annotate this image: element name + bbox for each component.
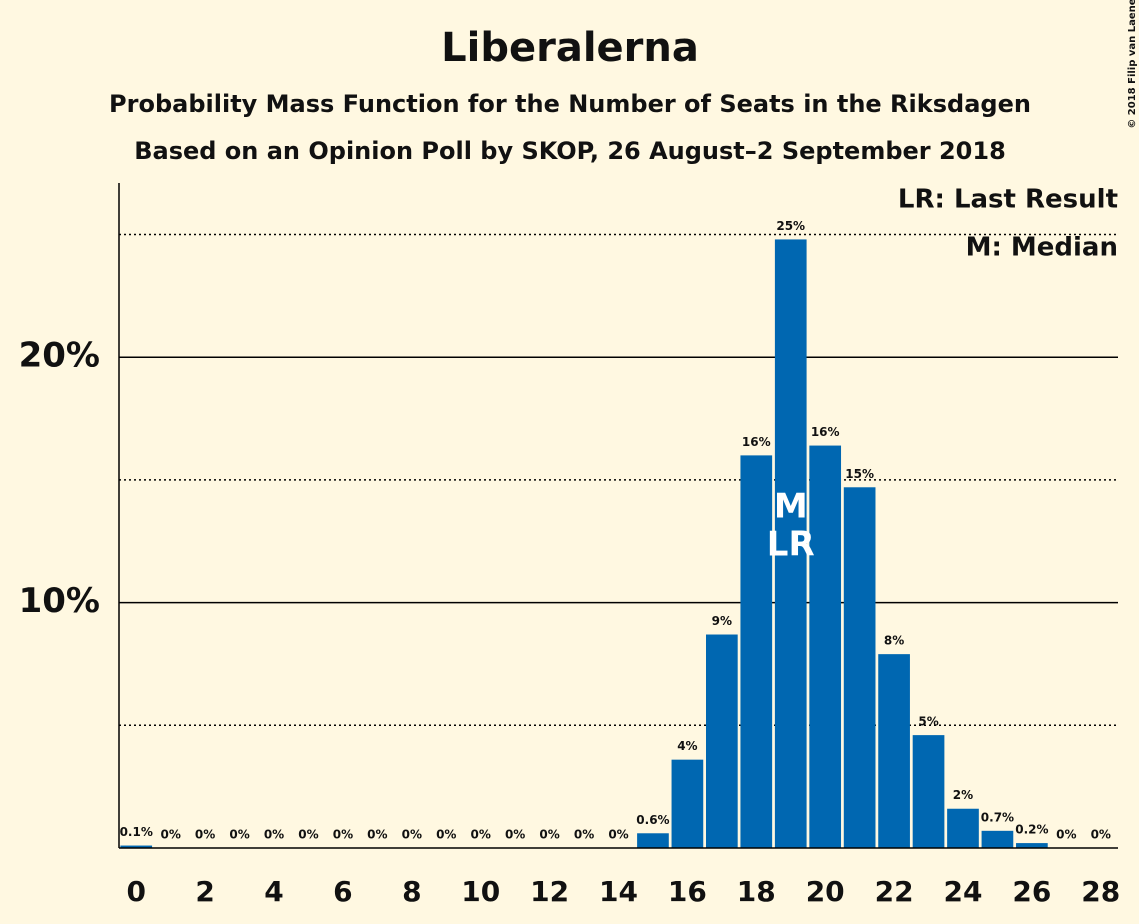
value-label: 0% bbox=[160, 828, 180, 842]
chart-subtitle: Based on an Opinion Poll by SKOP, 26 Aug… bbox=[134, 137, 1006, 165]
value-label: 0.2% bbox=[1015, 823, 1048, 837]
value-label: 0% bbox=[608, 828, 628, 842]
bar bbox=[671, 759, 704, 848]
value-label: 9% bbox=[712, 614, 732, 628]
x-tick-label: 24 bbox=[943, 875, 982, 908]
x-tick-label: 26 bbox=[1012, 875, 1051, 908]
value-label: 0% bbox=[333, 828, 353, 842]
annotation: LR bbox=[767, 525, 815, 565]
value-label: 8% bbox=[884, 634, 904, 648]
value-label: 0.1% bbox=[120, 825, 153, 839]
y-tick-label: 10% bbox=[19, 581, 100, 621]
bar bbox=[981, 830, 1014, 848]
x-tick-label: 20 bbox=[806, 875, 845, 908]
x-tick-label: 4 bbox=[264, 875, 283, 908]
value-label: 0% bbox=[367, 828, 387, 842]
value-label: 4% bbox=[677, 739, 697, 753]
x-tick-label: 2 bbox=[195, 875, 214, 908]
bar bbox=[774, 239, 807, 849]
bar bbox=[637, 833, 669, 848]
value-label: 0% bbox=[436, 828, 456, 842]
bar bbox=[843, 487, 876, 848]
value-label: 0% bbox=[229, 828, 249, 842]
x-tick-label: 16 bbox=[668, 875, 707, 908]
value-label: 0% bbox=[1056, 828, 1076, 842]
value-label: 25% bbox=[776, 219, 805, 233]
x-tick-label: 10 bbox=[461, 875, 500, 908]
x-tick-label: 14 bbox=[599, 875, 638, 908]
x-tick-label: 22 bbox=[875, 875, 914, 908]
x-tick-label: 6 bbox=[333, 875, 352, 908]
value-label: 16% bbox=[742, 435, 771, 449]
value-label: 0% bbox=[264, 828, 284, 842]
bar bbox=[705, 634, 738, 848]
bar bbox=[947, 808, 979, 848]
legend-entry: M: Median bbox=[966, 233, 1118, 263]
value-label: 0% bbox=[539, 828, 559, 842]
chart-title: Liberalerna bbox=[441, 25, 699, 71]
value-label: 16% bbox=[811, 425, 840, 439]
x-tick-label: 12 bbox=[530, 875, 569, 908]
x-tick-label: 0 bbox=[126, 875, 145, 908]
value-label: 0% bbox=[1091, 828, 1111, 842]
bar bbox=[740, 455, 773, 848]
bar bbox=[912, 735, 945, 848]
value-label: 5% bbox=[918, 715, 938, 729]
value-label: 0% bbox=[298, 828, 318, 842]
value-label: 0% bbox=[505, 828, 525, 842]
value-label: 0% bbox=[471, 828, 491, 842]
value-label: 0% bbox=[402, 828, 422, 842]
x-tick-label: 28 bbox=[1081, 875, 1120, 908]
y-tick-label: 20% bbox=[19, 336, 100, 376]
bar bbox=[120, 845, 153, 848]
annotation: M bbox=[774, 487, 808, 527]
chart-subtitle: Probability Mass Function for the Number… bbox=[109, 90, 1031, 118]
value-label: 2% bbox=[953, 788, 973, 802]
x-tick-label: 8 bbox=[402, 875, 421, 908]
bar bbox=[878, 654, 910, 848]
value-label: 0.7% bbox=[981, 810, 1014, 824]
legend-entry: LR: Last Result bbox=[898, 185, 1118, 215]
bar bbox=[1016, 843, 1048, 848]
value-label: 0.6% bbox=[636, 813, 669, 827]
bar bbox=[809, 445, 842, 848]
x-tick-label: 18 bbox=[737, 875, 776, 908]
copyright: © 2018 Filip van Laenen bbox=[1127, 0, 1138, 129]
value-label: 0% bbox=[195, 828, 215, 842]
value-label: 0% bbox=[574, 828, 594, 842]
value-label: 15% bbox=[845, 467, 874, 481]
